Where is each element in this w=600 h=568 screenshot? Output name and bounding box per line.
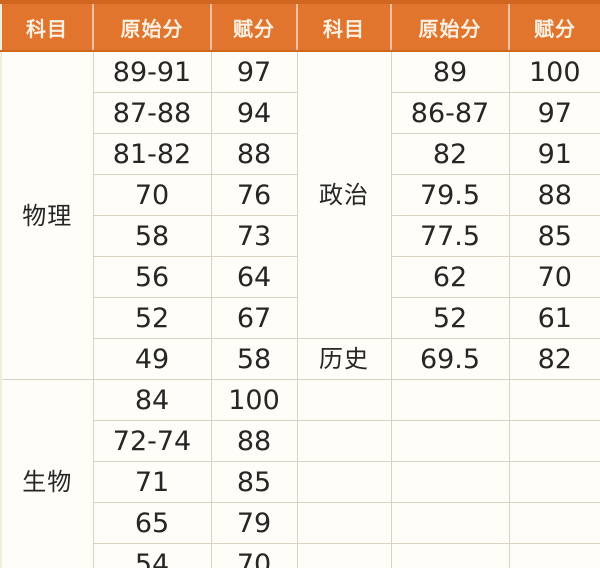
original-score-cell: 82 — [390, 133, 510, 175]
original-score-cell: 86-87 — [390, 92, 510, 134]
original-score-cell: 77.5 — [390, 215, 510, 257]
assigned-score-cell: 58 — [210, 338, 298, 380]
original-score-cell: 52 — [390, 297, 510, 339]
table-row: 52 67 52 61 — [1, 297, 600, 339]
assigned-score-cell: 85 — [210, 461, 298, 503]
subject-cell-history: 历史 — [296, 338, 392, 380]
subject-cell-physics: 物理 — [0, 50, 94, 380]
table-row: 70 76 79.5 88 — [1, 174, 600, 216]
empty-cell — [390, 379, 510, 421]
assigned-score-cell: 61 — [508, 297, 600, 339]
table-row: 54 70 — [1, 543, 600, 568]
original-score-cell: 65 — [92, 502, 212, 544]
header-original-left: 原始分 — [92, 2, 211, 52]
empty-cell — [296, 379, 392, 421]
empty-cell — [390, 502, 510, 544]
empty-cell — [296, 502, 392, 544]
header-row: 科目 原始分 赋分 科目 原始分 赋分 — [1, 2, 600, 52]
empty-cell — [390, 461, 510, 503]
original-score-cell: 87-88 — [92, 92, 212, 134]
assigned-score-cell: 82 — [508, 338, 600, 380]
subject-cell-politics: 政治 — [296, 50, 392, 339]
original-score-cell: 84 — [92, 379, 212, 421]
empty-cell — [508, 420, 600, 462]
original-score-cell: 49 — [92, 338, 212, 380]
header-assigned-left: 赋分 — [210, 2, 297, 52]
empty-cell — [508, 461, 600, 503]
empty-cell — [508, 543, 600, 568]
table-row: 81-82 88 82 91 — [1, 133, 600, 175]
original-score-cell: 89 — [390, 50, 510, 93]
assigned-score-cell: 73 — [210, 215, 298, 257]
empty-cell — [296, 461, 392, 503]
empty-cell — [508, 502, 600, 544]
table-row: 71 85 — [1, 461, 600, 503]
assigned-score-cell: 91 — [508, 133, 600, 175]
original-score-cell: 56 — [92, 256, 212, 298]
table-row: 72-74 88 — [1, 420, 600, 462]
original-score-cell: 52 — [92, 297, 212, 339]
original-score-cell: 69.5 — [390, 338, 510, 380]
assigned-score-cell: 100 — [508, 50, 600, 93]
table-row: 56 64 62 70 — [1, 256, 600, 298]
assigned-score-cell: 88 — [210, 133, 298, 175]
assigned-score-cell: 64 — [210, 256, 298, 298]
table-row: 87-88 94 86-87 97 — [1, 92, 600, 134]
header-subject-left: 科目 — [1, 2, 93, 52]
original-score-cell: 62 — [390, 256, 510, 298]
assigned-score-cell: 88 — [508, 174, 600, 216]
assigned-score-cell: 94 — [210, 92, 298, 134]
original-score-cell: 54 — [92, 543, 212, 568]
table-row: 生物 84 100 — [0, 379, 600, 568]
empty-cell — [296, 543, 392, 568]
empty-cell — [390, 420, 510, 462]
empty-cell — [296, 420, 392, 462]
original-score-cell: 79.5 — [390, 174, 510, 216]
table-row: 58 73 77.5 85 — [1, 215, 600, 257]
original-score-cell: 89-91 — [92, 50, 212, 93]
header-assigned-right: 赋分 — [508, 2, 600, 52]
empty-cell — [390, 543, 510, 568]
assigned-score-cell: 85 — [508, 215, 600, 257]
assigned-score-cell: 76 — [210, 174, 298, 216]
table-row: 物理 89-91 97 政治 89 100 — [0, 50, 600, 380]
assigned-score-cell: 88 — [210, 420, 298, 462]
header-subject-right: 科目 — [296, 2, 391, 52]
empty-cell — [508, 379, 600, 421]
original-score-cell: 71 — [92, 461, 212, 503]
subject-cell-biology: 生物 — [0, 379, 94, 568]
original-score-cell: 70 — [92, 174, 212, 216]
assigned-score-cell: 70 — [508, 256, 600, 298]
original-score-cell: 58 — [92, 215, 212, 257]
assigned-score-cell: 70 — [210, 543, 298, 568]
assigned-score-cell: 67 — [210, 297, 298, 339]
assigned-score-cell: 79 — [210, 502, 298, 544]
header-original-right: 原始分 — [390, 2, 509, 52]
original-score-cell: 81-82 — [92, 133, 212, 175]
assigned-score-cell: 97 — [210, 50, 298, 93]
assigned-score-cell: 100 — [210, 379, 298, 421]
original-score-cell: 72-74 — [92, 420, 212, 462]
assigned-score-cell: 97 — [508, 92, 600, 134]
